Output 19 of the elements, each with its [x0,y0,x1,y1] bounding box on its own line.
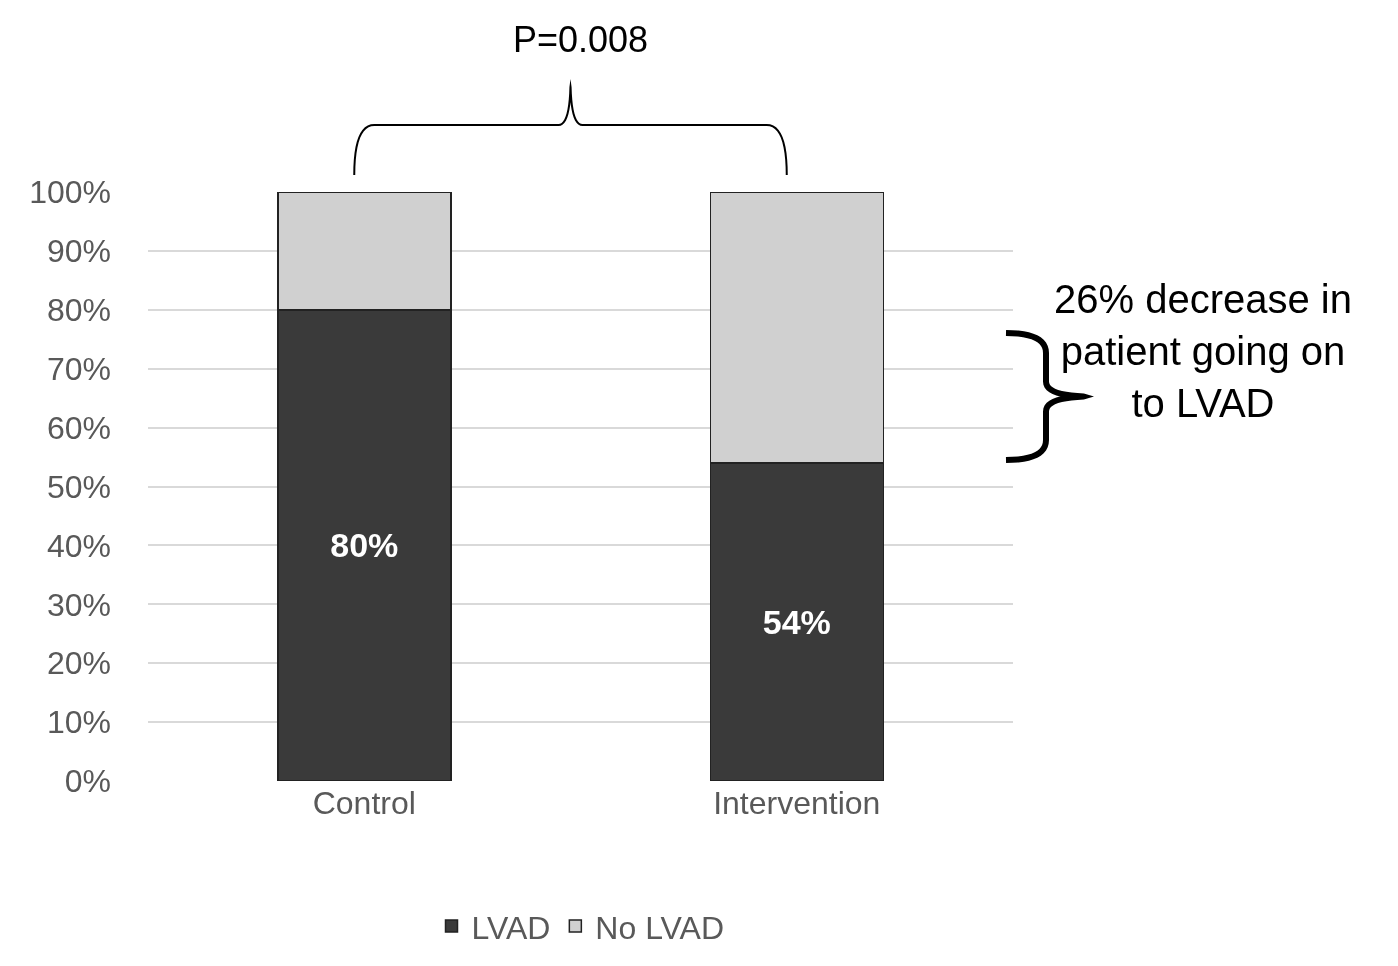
y-tick-label: 10% [46,704,111,741]
y-tick-label: 40% [46,527,111,564]
x-tick-label: Intervention [713,785,881,821]
y-tick-label: 50% [46,468,111,505]
x-tick-label: Control [312,785,416,821]
data-label: 80% [330,526,399,565]
y-tick-label: 60% [46,409,111,446]
text: 26% decrease in patient going on to LVAD [1054,277,1352,425]
y-tick-label: 30% [46,586,111,623]
y-tick-label: 80% [46,292,111,328]
legend-label: LVAD [471,909,551,946]
data-label: 54% [762,602,831,641]
y-tick-label: 90% [46,233,111,270]
y-tick-label: 100% [29,174,111,211]
y-tick-label: 20% [46,645,111,682]
legend-label: No LVAD [595,909,724,946]
y-tick-label: 70% [46,350,111,387]
y-tick-label: 0% [64,763,111,800]
text: P=0.008 [513,19,649,60]
